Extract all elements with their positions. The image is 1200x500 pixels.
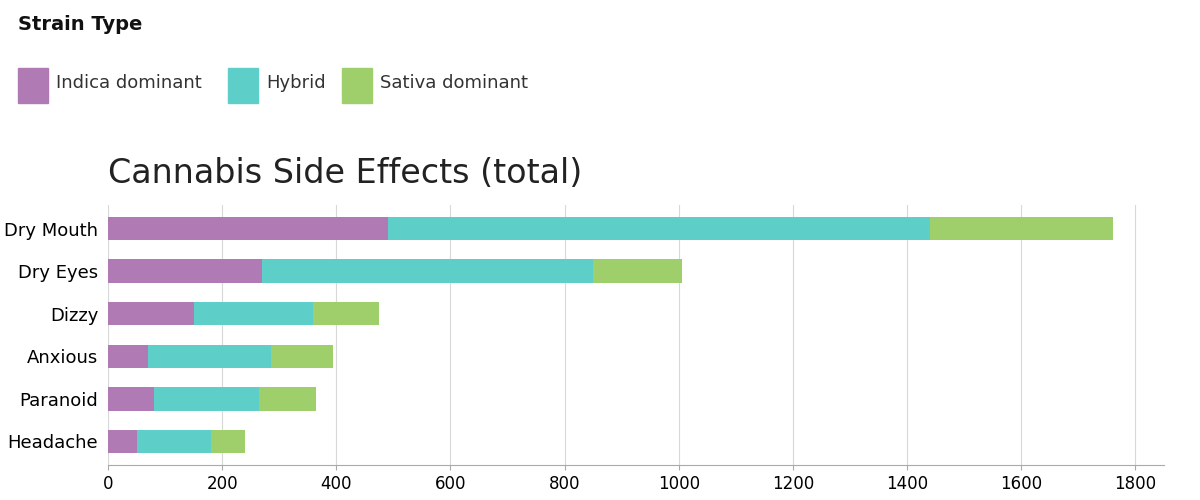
Bar	[930, 217, 1112, 240]
Text: Sativa dominant: Sativa dominant	[380, 74, 528, 92]
Bar	[193, 302, 313, 326]
Bar	[108, 302, 193, 326]
Bar	[108, 430, 137, 453]
Text: Strain Type: Strain Type	[18, 15, 143, 34]
Bar	[593, 260, 682, 283]
Bar	[108, 217, 388, 240]
Bar	[262, 260, 593, 283]
Bar	[108, 387, 154, 410]
Bar	[313, 302, 379, 326]
Bar	[259, 387, 317, 410]
Bar	[211, 430, 245, 453]
Bar	[108, 260, 262, 283]
Bar	[154, 387, 259, 410]
Bar	[388, 217, 930, 240]
Text: Cannabis Side Effects (total): Cannabis Side Effects (total)	[108, 157, 582, 190]
Text: Hybrid: Hybrid	[266, 74, 326, 92]
Text: Indica dominant: Indica dominant	[56, 74, 202, 92]
Bar	[108, 344, 148, 368]
Bar	[148, 344, 271, 368]
Bar	[271, 344, 334, 368]
Bar	[137, 430, 211, 453]
